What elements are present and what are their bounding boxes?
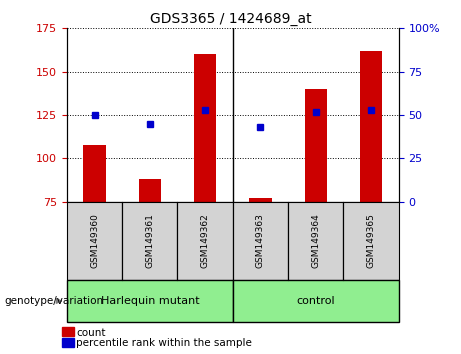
Text: GSM149360: GSM149360 (90, 213, 99, 268)
Text: GSM149365: GSM149365 (366, 213, 376, 268)
Text: GSM149363: GSM149363 (256, 213, 265, 268)
Text: GSM149362: GSM149362 (201, 213, 210, 268)
Bar (194, 54, 216, 202)
Bar (360, 51, 382, 202)
Text: Harlequin mutant: Harlequin mutant (100, 296, 199, 306)
Text: count: count (76, 328, 106, 338)
Text: GDS3365 / 1424689_at: GDS3365 / 1424689_at (150, 12, 311, 27)
Text: genotype/variation: genotype/variation (5, 296, 104, 306)
Text: GSM149364: GSM149364 (311, 213, 320, 268)
Text: control: control (296, 296, 335, 306)
Text: percentile rank within the sample: percentile rank within the sample (76, 338, 252, 348)
Text: GSM149361: GSM149361 (145, 213, 154, 268)
Bar (249, 198, 272, 202)
Bar (83, 144, 106, 202)
Bar (139, 179, 161, 202)
Bar (305, 89, 327, 202)
